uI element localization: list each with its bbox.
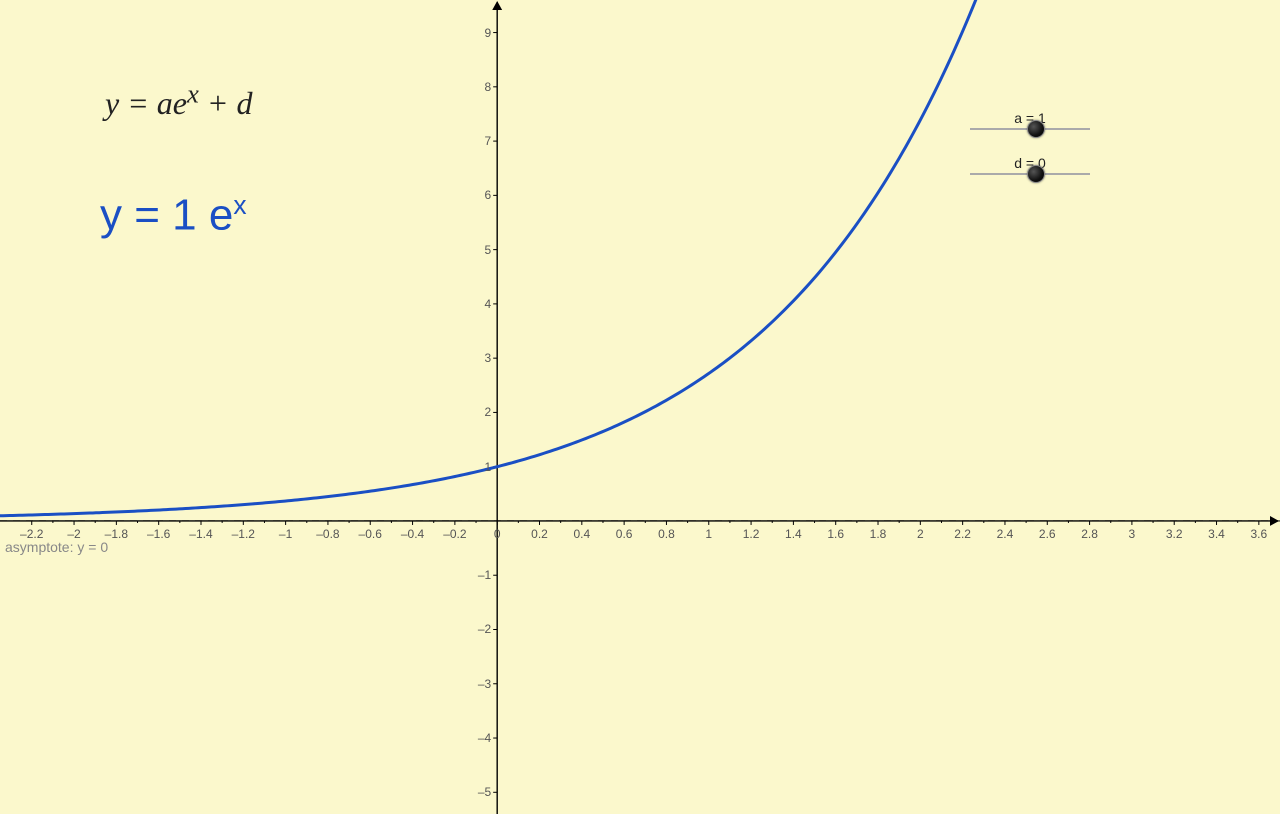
- formula-a-value: 1: [172, 191, 196, 240]
- y-tick-label: 8: [473, 80, 491, 94]
- x-tick-label: 1.6: [827, 527, 844, 541]
- x-tick-label: 0.8: [658, 527, 675, 541]
- x-tick-label: 1: [705, 527, 712, 541]
- x-tick-label: –0.6: [359, 527, 382, 541]
- y-tick-label: 1: [473, 460, 491, 474]
- x-tick-label: –1.6: [147, 527, 170, 541]
- slider-d-knob[interactable]: [1027, 165, 1045, 183]
- slider-a[interactable]: a = 1: [970, 110, 1090, 130]
- x-tick-label: –1.2: [232, 527, 255, 541]
- x-tick-label: 1.8: [870, 527, 887, 541]
- y-tick-label: 2: [473, 405, 491, 419]
- y-tick-label: –5: [473, 785, 491, 799]
- x-tick-label: 1.4: [785, 527, 802, 541]
- y-tick-label: 3: [473, 351, 491, 365]
- formula-prefix: y =: [100, 191, 172, 240]
- graph-canvas: y = aex + d y = 1 ex asymptote: y = 0 a …: [0, 0, 1280, 814]
- y-tick-label: 7: [473, 134, 491, 148]
- x-tick-label: –0.4: [401, 527, 424, 541]
- x-tick-label: –1.8: [105, 527, 128, 541]
- y-tick-label: –3: [473, 677, 491, 691]
- y-tick-label: 6: [473, 188, 491, 202]
- general-formula-label: y = aex + d: [105, 78, 252, 122]
- y-tick-label: 4: [473, 297, 491, 311]
- slider-a-track[interactable]: [970, 128, 1090, 130]
- x-tick-label: 0.4: [573, 527, 590, 541]
- x-tick-label: 3.4: [1208, 527, 1225, 541]
- specific-formula-label: y = 1 ex: [100, 190, 247, 241]
- y-tick-label: –2: [473, 622, 491, 636]
- formula-middle: e: [197, 191, 234, 240]
- x-tick-label: –1: [279, 527, 292, 541]
- y-tick-label: –1: [473, 568, 491, 582]
- x-tick-label: 2.4: [997, 527, 1014, 541]
- x-tick-label: 0.2: [531, 527, 548, 541]
- x-tick-label: 2: [917, 527, 924, 541]
- slider-d[interactable]: d = 0: [970, 155, 1090, 175]
- x-tick-label: –2: [67, 527, 80, 541]
- x-tick-label: –0.2: [443, 527, 466, 541]
- formula-exponent: x: [233, 190, 246, 220]
- x-tick-label: –2.2: [20, 527, 43, 541]
- x-tick-label: 3: [1129, 527, 1136, 541]
- x-tick-label: 0: [494, 527, 501, 541]
- asymptote-label: asymptote: y = 0: [5, 539, 108, 555]
- y-tick-label: –4: [473, 731, 491, 745]
- x-tick-label: –0.8: [316, 527, 339, 541]
- x-tick-label: 3.6: [1250, 527, 1267, 541]
- x-tick-label: 3.2: [1166, 527, 1183, 541]
- slider-d-track[interactable]: [970, 173, 1090, 175]
- slider-a-knob[interactable]: [1027, 120, 1045, 138]
- x-tick-label: 2.8: [1081, 527, 1098, 541]
- x-tick-label: 1.2: [743, 527, 760, 541]
- formula-text: y = aex + d: [105, 85, 252, 121]
- x-tick-label: –1.4: [189, 527, 212, 541]
- y-tick-label: 5: [473, 243, 491, 257]
- x-tick-label: 2.6: [1039, 527, 1056, 541]
- x-tick-label: 0.6: [616, 527, 633, 541]
- y-tick-label: 9: [473, 26, 491, 40]
- x-tick-label: 2.2: [954, 527, 971, 541]
